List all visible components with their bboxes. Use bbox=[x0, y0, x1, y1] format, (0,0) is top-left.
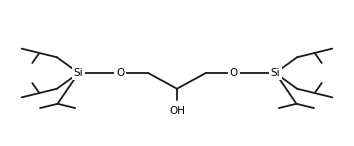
Text: Si: Si bbox=[74, 68, 84, 78]
Text: OH: OH bbox=[169, 106, 185, 116]
Text: O: O bbox=[116, 68, 124, 78]
Text: Si: Si bbox=[270, 68, 280, 78]
Text: O: O bbox=[230, 68, 238, 78]
